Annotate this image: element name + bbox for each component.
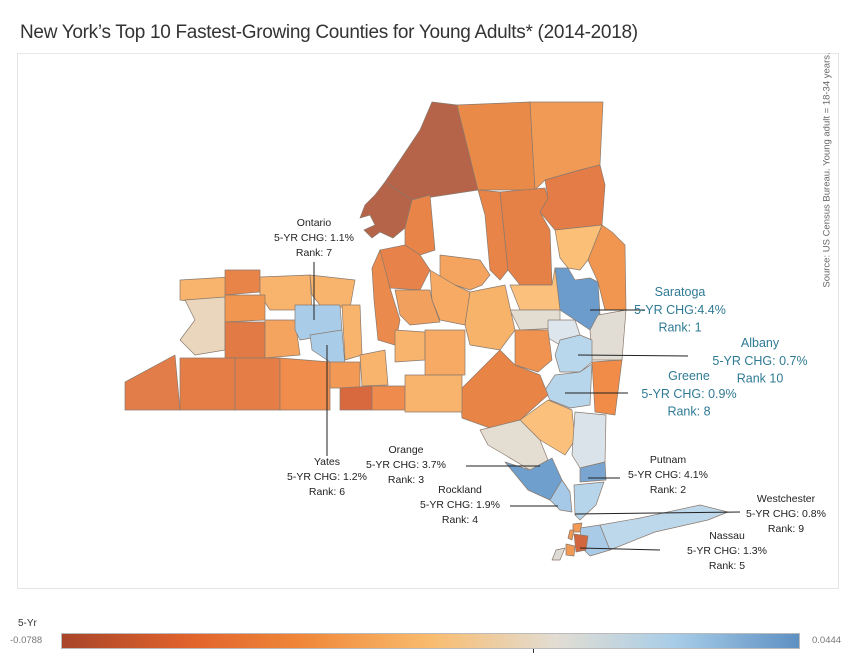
annotation-orange: Orange 5-YR CHG: 3.7% Rank: 3 <box>366 444 446 486</box>
map-frame <box>17 53 839 589</box>
county-orleans[interactable] <box>224 269 261 296</box>
county-new-york[interactable] <box>567 529 575 541</box>
county-queens[interactable] <box>573 533 589 553</box>
annotation-rank: Rank: 9 <box>768 523 804 535</box>
annotation-change: 5-YR CHG: 0.7% <box>712 354 807 368</box>
county-cattaraugus[interactable] <box>179 357 236 411</box>
annotation-change: 5-YR CHG: 4.1% <box>628 469 708 481</box>
annotation-change: 5-YR CHG: 1.9% <box>420 499 500 511</box>
annotation-change: 5-YR CHG: 1.2% <box>287 471 367 483</box>
county-richmond[interactable] <box>551 547 566 561</box>
county-allegany[interactable] <box>234 357 281 411</box>
annotation-county-name: Westchester <box>757 493 816 505</box>
county-dutchess[interactable] <box>571 411 607 469</box>
county-steuben[interactable] <box>279 357 331 411</box>
annotation-rank: Rank: 5 <box>709 560 745 572</box>
annotation-county-name: Greene <box>668 369 710 383</box>
county-washington[interactable] <box>587 224 627 311</box>
county-chemung[interactable] <box>339 385 373 411</box>
county-chenango[interactable] <box>424 329 466 376</box>
annotation-westchester: Westchester 5-YR CHG: 0.8% Rank: 9 <box>746 493 826 535</box>
county-broome[interactable] <box>404 374 463 413</box>
annotation-rank: Rank: 1 <box>658 321 701 335</box>
leader-line-albany <box>577 354 689 357</box>
annotation-change: 5-YR CHG:4.4% <box>634 303 726 317</box>
county-herkimer[interactable] <box>499 187 553 286</box>
county-suffolk[interactable] <box>599 504 729 551</box>
county-erie[interactable] <box>179 296 226 356</box>
annotation-rank: Rank: 6 <box>309 486 345 498</box>
annotation-putnam: Putnam 5-YR CHG: 4.1% Rank: 2 <box>628 454 708 496</box>
annotation-rank: Rank: 8 <box>667 405 710 419</box>
legend-color-ramp <box>61 633 800 649</box>
county-genesee[interactable] <box>224 294 266 323</box>
annotation-rank: Rank: 7 <box>296 247 332 259</box>
annotation-county-name: Ontario <box>297 217 332 229</box>
county-rensselaer[interactable] <box>589 309 627 361</box>
annotation-nassau: Nassau 5-YR CHG: 1.3% Rank: 5 <box>687 530 767 572</box>
annotation-county-name: Putnam <box>650 454 686 466</box>
county-delaware[interactable] <box>459 349 549 429</box>
county-fulton[interactable] <box>509 267 561 311</box>
county-saratoga[interactable] <box>554 267 601 331</box>
annotation-change: 5-YR CHG: 0.8% <box>746 508 826 520</box>
legend-max-label: 0.0444 <box>812 635 842 646</box>
county-columbia[interactable] <box>591 359 623 416</box>
annotation-change: 5-YR CHG: 3.7% <box>366 459 446 471</box>
leader-line-westchester <box>574 511 741 515</box>
legend-zero-tick <box>533 649 534 653</box>
county-putnam[interactable] <box>579 461 607 483</box>
annotation-layer: Saratoga 5-YR CHG:4.4% Rank: 1 Putnam 5-YR C… <box>274 217 826 572</box>
county-wyoming[interactable] <box>224 321 266 359</box>
county-tioga[interactable] <box>371 385 406 411</box>
county-otsego[interactable] <box>464 284 516 351</box>
annotation-county-name: Saratoga <box>655 285 706 299</box>
county-seneca[interactable] <box>341 304 363 361</box>
county-kings[interactable] <box>565 543 576 557</box>
county-schuyler[interactable] <box>329 361 361 389</box>
annotation-leader-lines <box>313 262 741 551</box>
annotation-county-name: Rockland <box>438 484 482 496</box>
annotation-county-name: Orange <box>388 444 423 456</box>
annotation-ontario: Ontario 5-YR CHG: 1.1% Rank: 7 <box>274 217 354 259</box>
annotation-greene: Greene 5-YR CHG: 0.9% Rank: 8 <box>641 369 736 419</box>
annotation-county-name: Albany <box>741 336 780 350</box>
annotation-county-name: Nassau <box>709 530 745 542</box>
county-cortland[interactable] <box>394 329 426 363</box>
county-westchester[interactable] <box>573 481 605 521</box>
legend-min-label: -0.0788 <box>10 635 43 646</box>
county-livingston[interactable] <box>264 319 301 359</box>
annotation-change: 5-YR CHG: 0.9% <box>641 387 736 401</box>
annotation-rank: Rank: 2 <box>650 484 686 496</box>
annotation-albany: Albany 5-YR CHG: 0.7% Rank 10 <box>712 336 807 386</box>
county-rockland[interactable] <box>549 479 573 513</box>
county-chautauqua[interactable] <box>124 354 181 411</box>
annotation-rank: Rank: 3 <box>388 474 424 486</box>
county-layer <box>124 101 729 561</box>
annotation-change: 5-YR CHG: 1.1% <box>274 232 354 244</box>
annotation-saratoga: Saratoga 5-YR CHG:4.4% Rank: 1 <box>634 285 726 335</box>
county-schoharie[interactable] <box>514 329 553 373</box>
annotation-rank: Rank: 4 <box>442 514 478 526</box>
county-albany[interactable] <box>554 334 593 373</box>
legend-title: 5-Yr <box>18 618 37 629</box>
annotation-yates: Yates 5-YR CHG: 1.2% Rank: 6 <box>287 456 367 498</box>
county-tompkins[interactable] <box>359 349 389 387</box>
county-bronx[interactable] <box>572 522 583 533</box>
county-wayne[interactable] <box>309 274 356 309</box>
annotation-rank: Rank 10 <box>737 372 784 386</box>
annotation-rockland: Rockland 5-YR CHG: 1.9% Rank: 4 <box>420 484 500 526</box>
annotation-change: 5-YR CHG: 1.3% <box>687 545 767 557</box>
leader-line-nassau <box>579 547 661 551</box>
county-onondaga[interactable] <box>394 289 441 326</box>
annotation-county-name: Yates <box>314 456 340 468</box>
county-monroe[interactable] <box>259 274 313 311</box>
chart-title: New York’s Top 10 Fastest-Growing Counti… <box>20 22 638 43</box>
